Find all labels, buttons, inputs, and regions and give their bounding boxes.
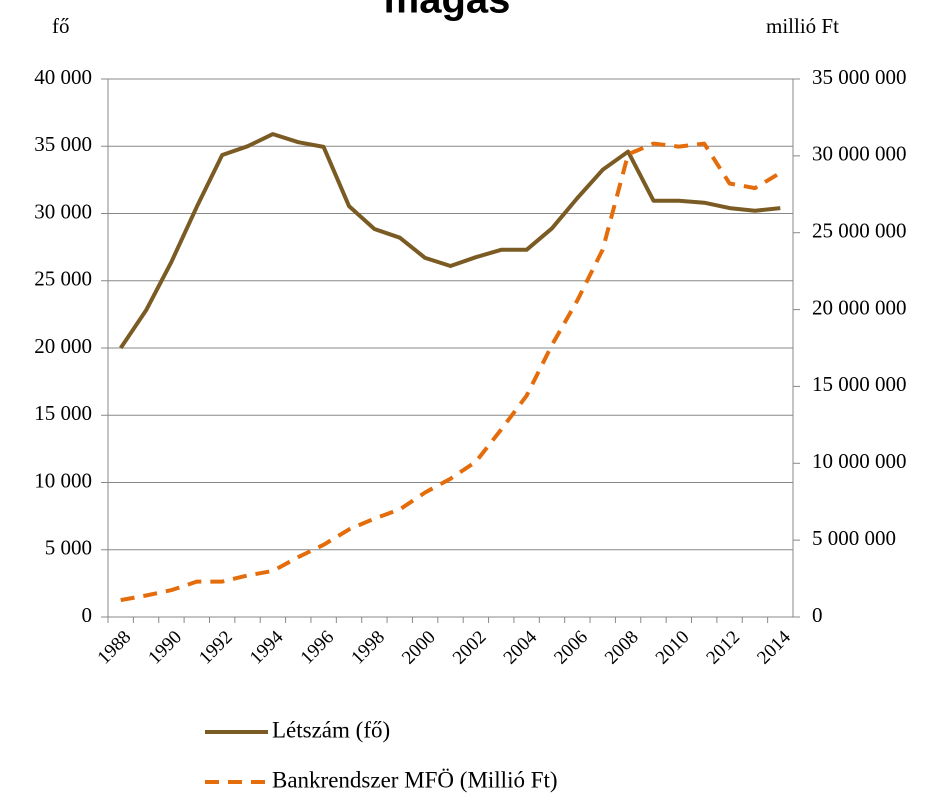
x-tick-label: 2008: [601, 627, 643, 669]
y-tick-label: 15 000: [34, 401, 92, 425]
x-tick-label: 1996: [297, 627, 339, 669]
x-tick-label: 1998: [347, 627, 389, 669]
y-tick-label: 35 000: [34, 132, 92, 156]
y-tick-label: 40 000: [34, 65, 92, 89]
y-tick-label: 25 000: [34, 267, 92, 291]
line-series: [120, 141, 782, 603]
legend-label: Létszám (fő): [272, 717, 390, 742]
y2-tick-label: 35 000 000: [812, 65, 907, 89]
legend-label: Bankrendszer MFÖ (Millió Ft): [272, 767, 558, 792]
y2-tick-label: 30 000 000: [812, 142, 907, 166]
x-tick-label: 1994: [246, 626, 288, 668]
x-tick-label: 2014: [753, 626, 795, 668]
x-tick-label: 1992: [195, 627, 237, 669]
y-tick-label: 0: [82, 603, 93, 627]
y2-tick-label: 0: [812, 603, 823, 627]
x-tick-label: 1990: [144, 627, 186, 669]
y2-tick-label: 25 000 000: [812, 219, 907, 243]
x-tick-label: 2002: [449, 627, 491, 669]
y2-axis-label: millió Ft: [766, 14, 839, 38]
y-tick-label: 5 000: [45, 536, 92, 560]
x-tick-label: 2006: [550, 627, 592, 669]
line-series: [119, 132, 781, 350]
x-tick-label: 2000: [398, 627, 440, 669]
y2-tick-label: 15 000 000: [812, 372, 907, 396]
y-axis-label: fő: [52, 14, 70, 38]
x-tick-label: 2004: [500, 626, 542, 668]
x-tick-label: 1988: [94, 627, 136, 669]
y2-tick-label: 20 000 000: [812, 295, 907, 319]
y-tick-label: 10 000: [34, 468, 92, 492]
y-tick-label: 30 000: [34, 199, 92, 223]
chart-title: magas: [384, 0, 511, 22]
x-tick-label: 2012: [702, 627, 744, 669]
y2-tick-label: 5 000 000: [812, 526, 896, 550]
x-tick-label: 2010: [652, 627, 694, 669]
y-tick-label: 20 000: [34, 334, 92, 358]
y2-tick-label: 10 000 000: [812, 449, 907, 473]
